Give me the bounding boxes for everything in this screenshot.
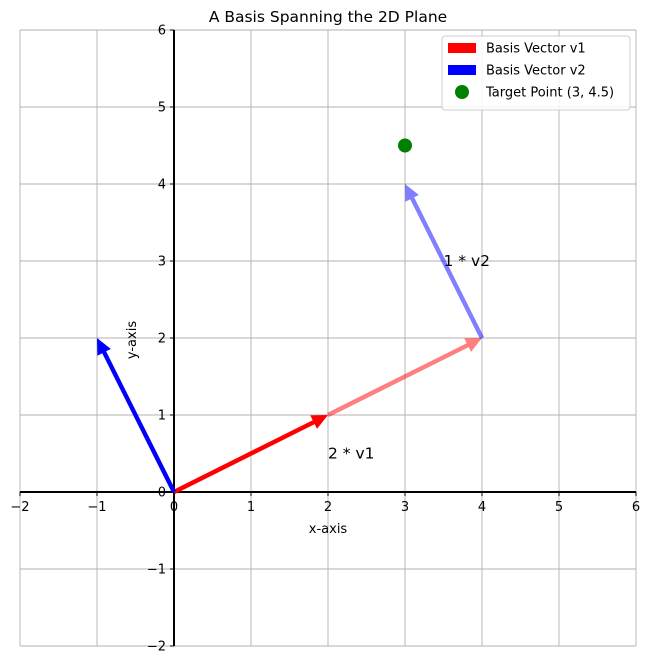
legend: Basis Vector v1 Basis Vector v2 Target Poi… (441, 35, 631, 111)
x-tick-label: −1 (87, 500, 106, 515)
annotation-label: 1 * v2 (444, 252, 491, 270)
vector-arrow (97, 338, 176, 493)
vectors (97, 184, 484, 494)
x-tick-label: 2 (324, 500, 332, 515)
annotation-label: 2 * v1 (328, 445, 375, 463)
ticks: −2 −1 0 1 2 3 4 5 6 −2 −1 0 1 2 3 4 5 6 (10, 24, 640, 655)
y-tick-label: 6 (158, 24, 166, 39)
y-tick-label: 1 (158, 409, 166, 424)
y-tick-label: 2 (158, 332, 166, 347)
x-tick-label: 5 (555, 500, 563, 515)
legend-swatch (448, 65, 476, 75)
x-tick-label: 6 (632, 500, 640, 515)
points (398, 138, 412, 153)
x-tick-label: −2 (10, 500, 29, 515)
legend-label: Target Point (3, 4.5) (485, 86, 614, 101)
x-tick-label: 0 (170, 500, 178, 515)
y-tick-label: 5 (158, 101, 166, 116)
vector-arrow (327, 338, 482, 417)
legend-label: Basis Vector v2 (486, 64, 586, 79)
annotations: 2 * v1 1 * v2 (328, 252, 490, 463)
y-tick-label: −2 (147, 640, 166, 655)
legend-marker (455, 85, 469, 99)
y-axis-label: y-axis (125, 321, 140, 359)
legend-swatch (448, 43, 476, 53)
x-tick-label: 4 (478, 500, 486, 515)
y-tick-label: 0 (158, 486, 166, 501)
target-point-marker (398, 138, 412, 153)
x-tick-label: 1 (247, 500, 255, 515)
y-tick-label: −1 (147, 563, 166, 578)
x-tick-label: 3 (401, 500, 409, 515)
legend-box (441, 35, 631, 111)
grid (19, 29, 637, 647)
y-tick-label: 3 (158, 255, 166, 270)
legend-label: Basis Vector v1 (486, 42, 586, 57)
y-tick-label: 4 (158, 178, 166, 193)
x-axis-label: x-axis (309, 522, 348, 537)
chart-title: A Basis Spanning the 2D Plane (209, 8, 447, 26)
vector-arrow (173, 415, 328, 494)
vector-arrow (405, 184, 484, 339)
